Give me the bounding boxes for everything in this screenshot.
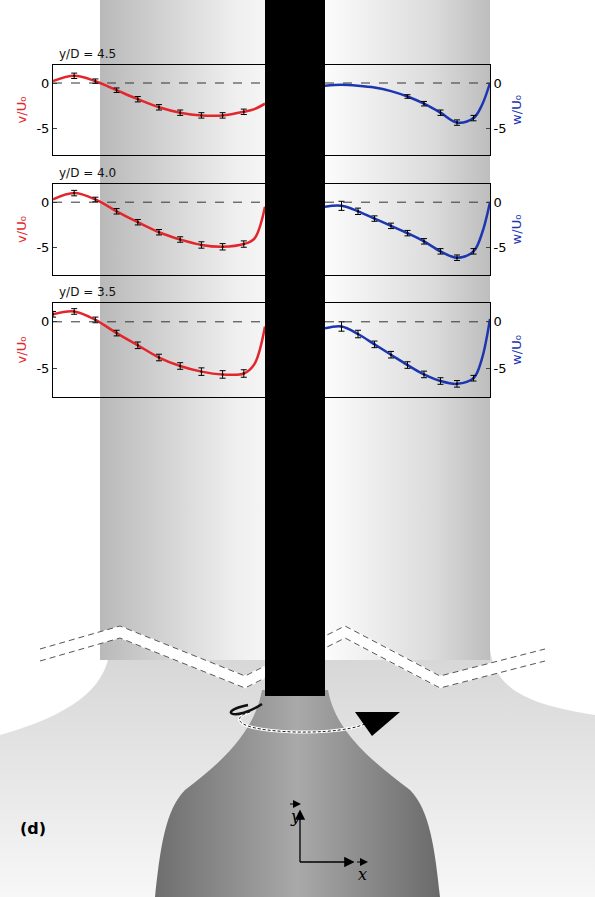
svg-text:x: x [358,865,367,884]
svg-text:0: 0 [41,314,49,329]
svg-text:0: 0 [494,195,502,210]
svg-text:0: 0 [494,76,502,91]
svg-text:v/U₀: v/U₀ [14,337,29,364]
svg-text:-5: -5 [494,361,507,376]
svg-text:-5: -5 [36,121,49,136]
svg-text:w/U₀: w/U₀ [509,95,524,125]
svg-text:-5: -5 [36,361,49,376]
svg-text:-5: -5 [36,240,49,255]
svg-text:-5: -5 [494,121,507,136]
svg-text:y: y [290,807,301,826]
svg-text:y/D = 3.5: y/D = 3.5 [59,285,116,299]
svg-text:0: 0 [41,76,49,91]
svg-text:w/U₀: w/U₀ [509,335,524,365]
svg-text:w/U₀: w/U₀ [509,215,524,245]
svg-text:0: 0 [41,195,49,210]
svg-text:y/D = 4.5: y/D = 4.5 [59,47,116,61]
svg-text:0: 0 [494,314,502,329]
svg-text:y/D = 4.0: y/D = 4.0 [59,166,116,180]
svg-text:v/U₀: v/U₀ [14,216,29,243]
svg-text:v/U₀: v/U₀ [14,97,29,124]
svg-text:-5: -5 [494,240,507,255]
svg-text:(d): (d) [20,819,46,838]
